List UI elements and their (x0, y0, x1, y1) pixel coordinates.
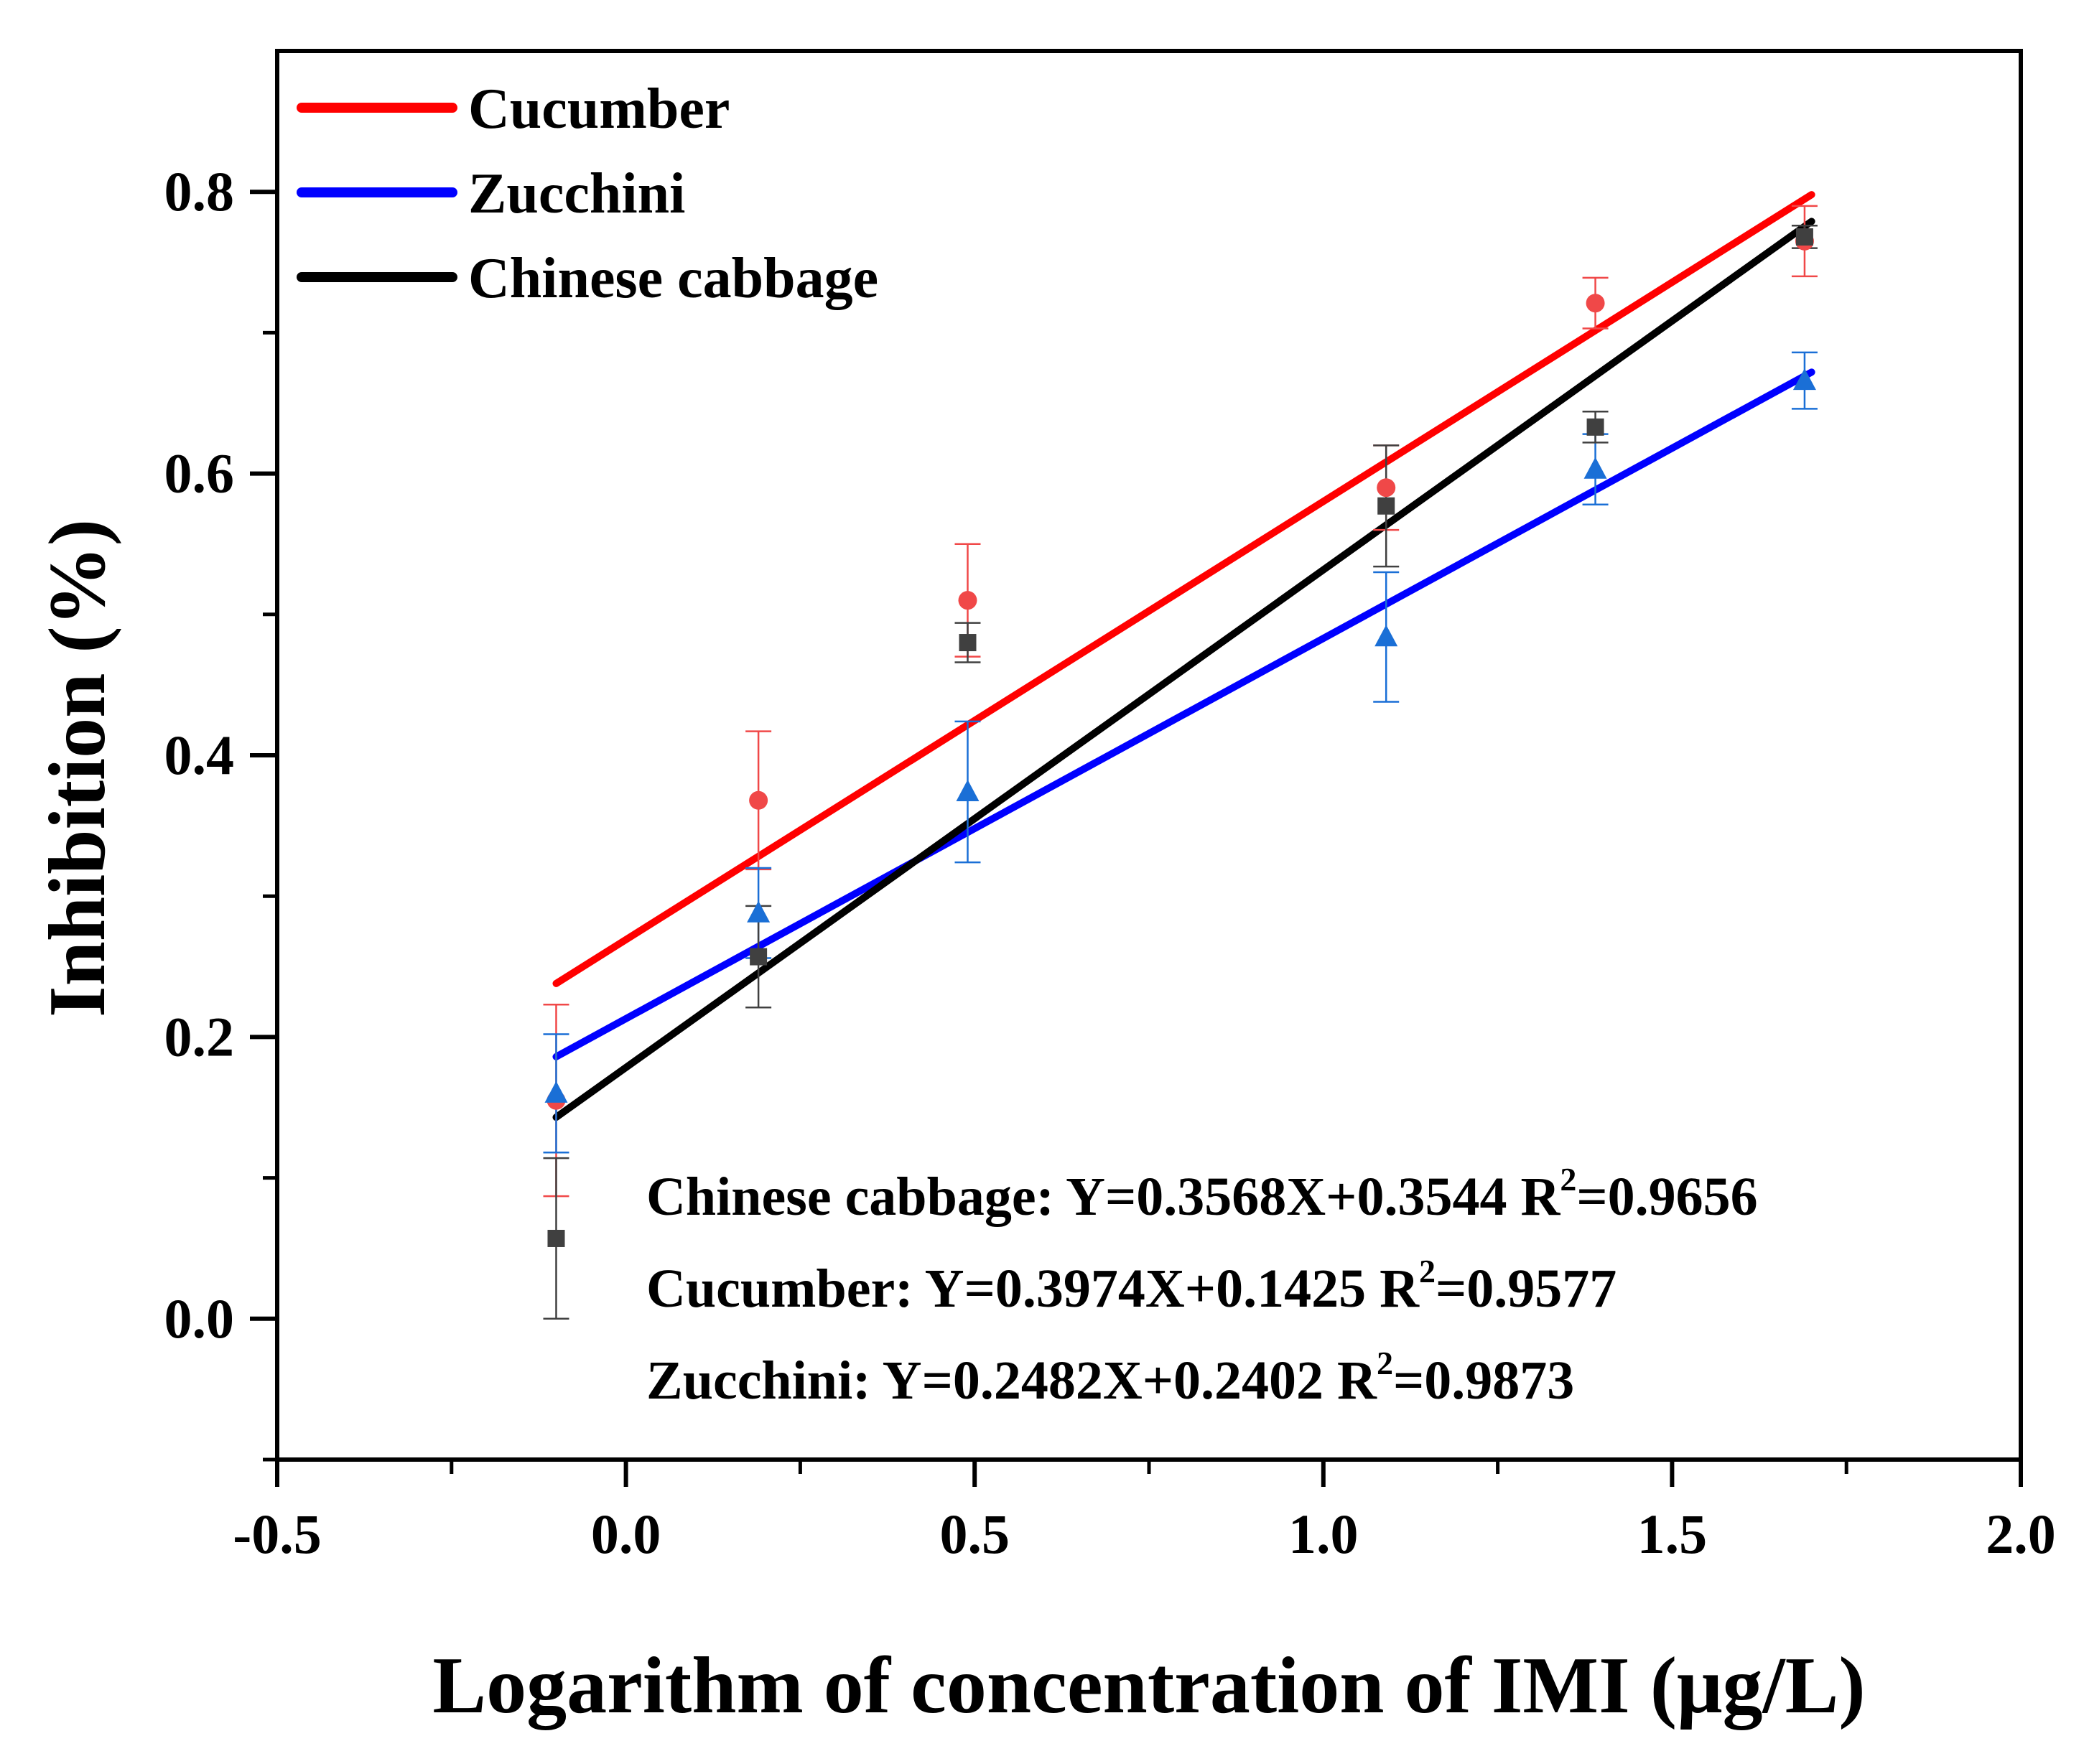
y-tick-label: 0.0 (164, 1287, 235, 1350)
y-tick-label: 0.8 (164, 160, 235, 223)
x-tick-label: 2.0 (1986, 1503, 2056, 1565)
marker-chinese-cabbage (1586, 418, 1604, 436)
x-tick-label: 1.0 (1288, 1503, 1359, 1565)
axis-ticks: -0.5 0.0 0.5 1.0 1.5 2.0 0.0 0.2 0.4 0.6 0.8 (164, 160, 2056, 1565)
y-tick-label: 0.4 (164, 724, 235, 786)
marker-cucumber (1377, 478, 1396, 498)
fit-line-chinese-cabbage (552, 218, 1815, 1121)
legend: Cucumber Zucchini Chinese cabbage (297, 78, 878, 310)
marker-zucchini (1374, 625, 1398, 647)
data-markers (544, 228, 1816, 1247)
legend-label-cucumber: Cucumber (468, 78, 730, 141)
marker-zucchini (747, 900, 771, 923)
equation-cucumber: Cucumber: Y=0.3974X+0.1425 R2=0.9577 (646, 1253, 1617, 1319)
fit-line-cucumber (552, 191, 1815, 987)
x-tick-label: 0.5 (939, 1503, 1010, 1565)
marker-cucumber (1586, 294, 1605, 313)
y-tick-label: 0.2 (164, 1005, 235, 1068)
y-tick-label: 0.6 (164, 442, 235, 505)
error-bars (543, 205, 1818, 1320)
marker-cucumber (749, 790, 768, 810)
fit-equations: Chinese cabbage: Y=0.3568X+0.3544 R2=0.9… (646, 1161, 1758, 1411)
marker-chinese-cabbage (1377, 497, 1395, 515)
x-axis-title: Logarithm of concentration of IMI (μg/L) (432, 1641, 1865, 1730)
x-tick-label: 0.0 (591, 1503, 661, 1565)
y-axis-title: Inhibition (%) (33, 519, 122, 1017)
legend-label-zucchini: Zucchini (468, 162, 685, 225)
marker-zucchini (956, 780, 980, 802)
legend-label-chinese-cabbage: Chinese cabbage (468, 247, 878, 310)
x-tick-label: 1.5 (1637, 1503, 1708, 1565)
marker-cucumber (958, 591, 977, 610)
marker-zucchini (1792, 368, 1816, 391)
equation-zucchini: Zucchini: Y=0.2482X+0.2402 R2=0.9873 (646, 1345, 1574, 1411)
equation-chinese-cabbage: Chinese cabbage: Y=0.3568X+0.3544 R2=0.9… (646, 1161, 1758, 1227)
marker-chinese-cabbage (547, 1229, 565, 1247)
fit-lines (552, 191, 1815, 1121)
marker-chinese-cabbage (750, 948, 768, 966)
x-tick-label: -0.5 (233, 1503, 321, 1565)
marker-zucchini (544, 1081, 568, 1103)
marker-chinese-cabbage (959, 634, 977, 652)
marker-zucchini (1583, 457, 1607, 479)
marker-chinese-cabbage (1795, 228, 1813, 246)
fit-line-zucchini (552, 368, 1815, 1060)
